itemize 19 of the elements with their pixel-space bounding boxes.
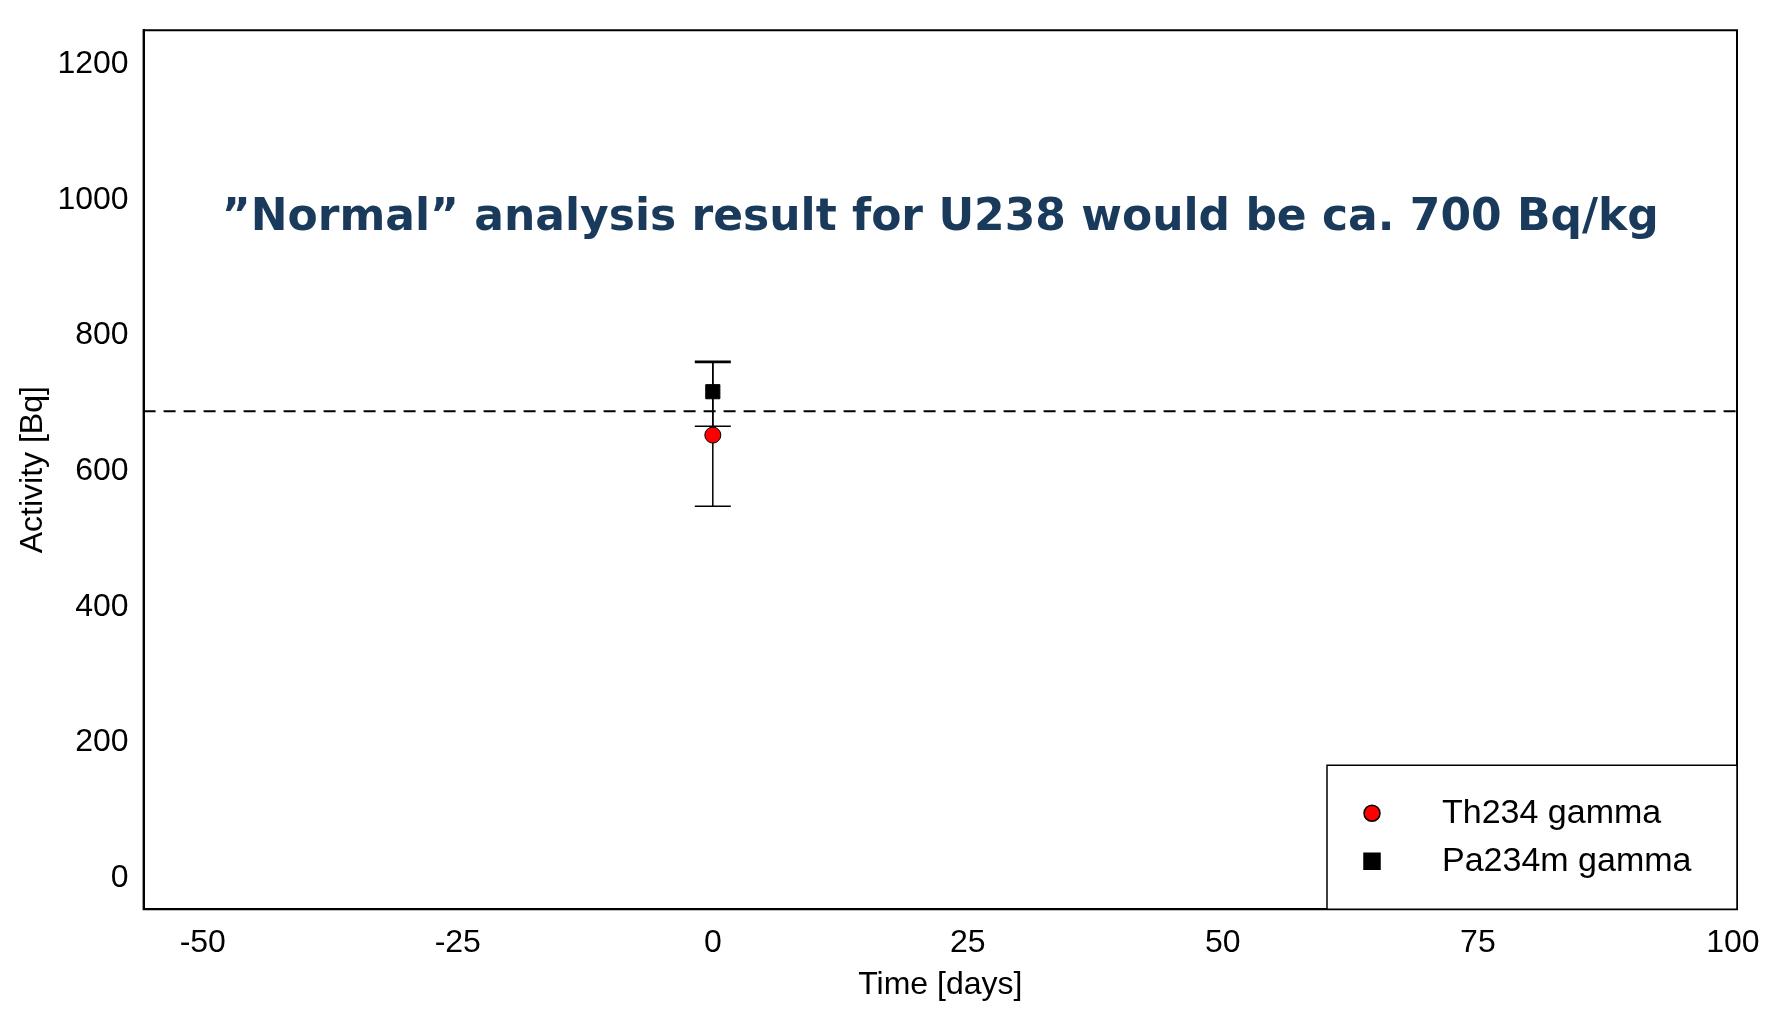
y-tick-label: 800: [75, 315, 129, 352]
y-tick-label: 200: [75, 722, 129, 759]
x-tick-label: 0: [703, 923, 722, 960]
x-axis-title: Time [days]: [858, 964, 1023, 1001]
y-tick-label: 0: [110, 857, 129, 894]
x-tick-label: 50: [1205, 923, 1241, 960]
legend-label: Th234 gamma: [1442, 791, 1662, 830]
x-tick-label: -50: [179, 923, 226, 960]
x-tick-label: 75: [1460, 923, 1496, 960]
y-axis-title: Activity [Bq]: [13, 386, 50, 554]
x-tick-label: 25: [950, 923, 986, 960]
y-tick-label: 1000: [57, 179, 129, 216]
y-tick-label: 400: [75, 586, 129, 623]
annotation: ”Normal” analysis result for U238 would be ca. 700 Bq/kg: [221, 189, 1659, 241]
y-tick-label: 600: [75, 450, 129, 487]
x-tick-label: -25: [434, 923, 481, 960]
legend-label: Pa234m gamma: [1442, 839, 1692, 878]
y-tick-label: 1200: [57, 43, 129, 80]
x-tick-label: 100: [1706, 923, 1760, 960]
